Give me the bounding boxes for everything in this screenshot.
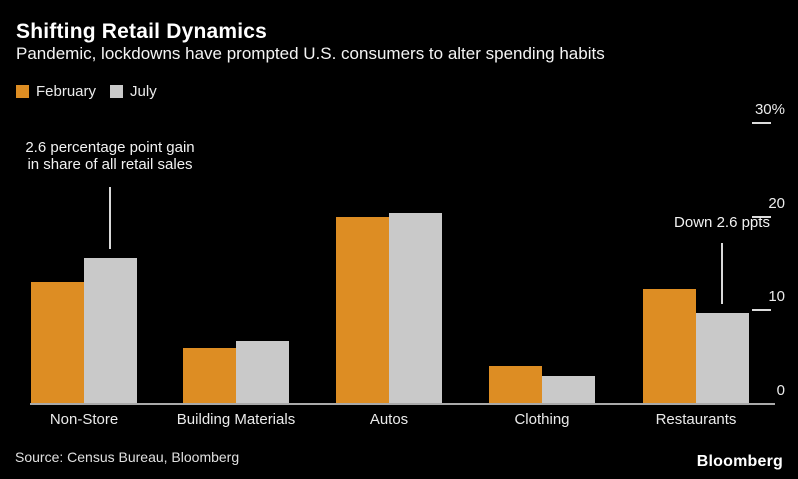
legend-label-february: February xyxy=(36,83,97,100)
annotation-pointer-restaurants xyxy=(721,243,723,304)
bar-building-materials-february xyxy=(183,348,236,403)
bar-restaurants-july xyxy=(696,313,749,403)
bar-clothing-july xyxy=(542,376,595,403)
bar-restaurants-february xyxy=(643,289,696,403)
x-axis-baseline xyxy=(30,403,775,405)
chart-subtitle: Pandemic, lockdowns have prompted U.S. c… xyxy=(16,44,605,63)
legend-item-july: July xyxy=(110,83,157,100)
legend: February July xyxy=(16,83,157,100)
bloomberg-logo: Bloomberg xyxy=(696,453,783,470)
annotation-nonstore-gain: 2.6 percentage point gain in share of al… xyxy=(25,139,194,174)
x-axis-label-non-store: Non-Store xyxy=(49,411,119,428)
chart-title: Shifting Retail Dynamics xyxy=(16,20,268,43)
february-color-swatch xyxy=(16,85,29,98)
annotation-restaurants-drop: Down 2.6 ppts xyxy=(674,214,770,231)
y-axis-tick-30 xyxy=(752,121,771,124)
x-axis-label-building-materials: Building Materials xyxy=(176,411,296,428)
bar-clothing-february xyxy=(489,366,542,403)
source-text: Source: Census Bureau, Bloomberg xyxy=(15,449,240,465)
legend-label-july: July xyxy=(130,83,157,100)
bar-autos-july xyxy=(389,213,442,403)
bar-autos-february xyxy=(336,217,389,403)
x-axis-label-clothing: Clothing xyxy=(514,411,570,428)
y-axis-tick-20 xyxy=(752,215,771,218)
y-axis-label-10: 10 xyxy=(768,288,785,306)
bar-building-materials-july xyxy=(236,341,289,403)
annotation-nonstore-line2: in share of all retail sales xyxy=(27,156,193,174)
bar-non-store-february xyxy=(31,282,84,403)
legend-item-february: February xyxy=(16,83,96,100)
annotation-nonstore-line1: 2.6 percentage point gain xyxy=(25,139,195,156)
x-axis-label-autos: Autos xyxy=(369,411,409,428)
annotation-pointer-nonstore xyxy=(109,187,111,249)
y-axis-label-20: 20 xyxy=(768,194,785,212)
y-axis-label-0: 0 xyxy=(776,382,785,399)
july-color-swatch xyxy=(110,85,124,98)
bar-non-store-july xyxy=(84,258,137,403)
y-axis-label-30: 30% xyxy=(754,100,785,118)
y-axis-tick-10 xyxy=(752,309,771,312)
x-axis-label-restaurants: Restaurants xyxy=(655,411,737,428)
